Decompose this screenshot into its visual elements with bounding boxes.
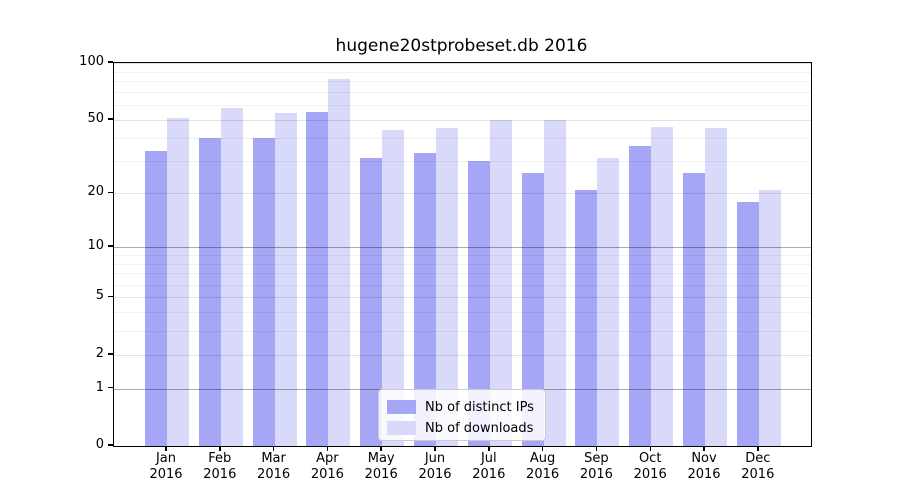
x-tick-label: May 2016 <box>364 451 398 482</box>
chart-title: hugene20stprobeset.db 2016 <box>335 36 588 56</box>
x-tick-mark <box>326 446 329 451</box>
bar-downloads-nov <box>705 128 727 446</box>
x-tick-mark <box>434 446 436 451</box>
y-tick-mark <box>108 295 113 298</box>
bar-downloads-dec <box>758 189 781 446</box>
bar-distinct-ips-dec <box>736 201 759 446</box>
x-tick-mark <box>649 446 651 451</box>
x-tick-mark <box>272 446 275 451</box>
bar-downloads-jul <box>489 119 512 446</box>
bar-downloads-may <box>382 130 405 446</box>
x-tick-mark <box>703 446 705 451</box>
plot-area: Nb of distinct IPs Nb of downloads <box>113 62 812 447</box>
gridline-minor <box>114 284 811 286</box>
x-tick-mark <box>380 446 382 451</box>
x-tick-label: Oct 2016 <box>633 451 667 482</box>
x-tick-label: Apr 2016 <box>310 451 344 482</box>
gridline-minor <box>114 92 811 94</box>
x-tick-label: Dec 2016 <box>741 451 775 482</box>
y-tick-label: 0 <box>95 437 104 452</box>
y-tick-mark <box>108 245 113 247</box>
y-tick-mark <box>108 118 113 120</box>
y-tick-mark <box>108 353 113 355</box>
gridline <box>114 193 811 195</box>
y-tick-label: 50 <box>87 110 104 126</box>
x-tick-label: Jun 2016 <box>418 451 452 482</box>
bar-downloads-feb <box>220 107 243 446</box>
gridline-minor <box>114 161 811 162</box>
bar-distinct-ips-may <box>360 158 383 446</box>
legend-label: Nb of distinct IPs <box>425 400 534 415</box>
gridline-minor <box>114 254 811 256</box>
bar-downloads-aug <box>543 119 566 446</box>
bar-distinct-ips-jun <box>414 153 436 446</box>
y-tick-label: 5 <box>95 288 104 304</box>
y-tick-label: 100 <box>79 54 104 69</box>
bar-downloads-sep <box>597 158 620 446</box>
legend-swatch-distinct-ips <box>387 400 416 414</box>
x-tick-label: Sep 2016 <box>579 451 613 482</box>
bar-downloads-apr <box>328 79 351 446</box>
bar-distinct-ips-jul <box>467 161 490 446</box>
y-tick-label: 20 <box>87 184 104 200</box>
bar-distinct-ips-mar <box>252 137 275 446</box>
x-tick-mark <box>219 446 221 451</box>
bar-downloads-jan <box>167 118 189 446</box>
x-tick-mark <box>488 446 490 451</box>
bar-downloads-jun <box>436 128 458 446</box>
gridline-minor <box>114 81 811 83</box>
y-tick-mark <box>108 444 113 446</box>
x-tick-label: Jul 2016 <box>472 451 506 482</box>
x-tick-label: Nov 2016 <box>687 451 721 482</box>
y-tick-mark <box>108 386 113 389</box>
x-tick-label: Aug 2016 <box>526 451 560 482</box>
gridline-minor <box>114 331 811 332</box>
x-tick-mark <box>165 446 167 451</box>
x-tick-label: Mar 2016 <box>257 451 291 482</box>
y-tick-mark <box>108 191 113 194</box>
gridline <box>114 354 811 356</box>
bar-downloads-oct <box>651 126 674 446</box>
bar-distinct-ips-aug <box>521 172 544 446</box>
bar-distinct-ips-jan <box>145 150 167 446</box>
bar-distinct-ips-feb <box>198 137 221 446</box>
x-tick-mark <box>757 446 759 451</box>
y-tick-mark <box>108 61 113 63</box>
gridline <box>114 119 811 121</box>
gridline <box>114 247 811 248</box>
gridline-minor <box>114 312 811 314</box>
bar-downloads-mar <box>274 113 297 446</box>
bar-distinct-ips-sep <box>575 189 598 446</box>
gridline-minor <box>114 104 811 106</box>
y-tick-label: 2 <box>95 345 104 361</box>
legend-label: Nb of downloads <box>425 421 534 436</box>
gridline-minor <box>114 137 811 139</box>
y-tick-label: 10 <box>87 238 104 253</box>
y-tick-label: 1 <box>95 379 104 395</box>
bar-distinct-ips-nov <box>683 172 705 446</box>
gridline <box>114 63 811 64</box>
bar-distinct-ips-apr <box>306 111 329 446</box>
gridline-minor <box>114 263 811 265</box>
legend-row: Nb of downloads <box>379 418 545 439</box>
x-tick-mark <box>541 446 544 451</box>
legend: Nb of distinct IPs Nb of downloads <box>378 389 546 441</box>
x-tick-mark <box>595 446 598 451</box>
x-tick-label: Feb 2016 <box>203 451 237 482</box>
bar-distinct-ips-oct <box>629 146 652 446</box>
legend-row: Nb of distinct IPs <box>379 397 545 418</box>
gridline <box>114 297 811 299</box>
gridline-minor <box>114 71 811 73</box>
x-tick-label: Jan 2016 <box>149 451 183 482</box>
legend-swatch-downloads <box>387 421 416 435</box>
gridline-minor <box>114 273 811 275</box>
